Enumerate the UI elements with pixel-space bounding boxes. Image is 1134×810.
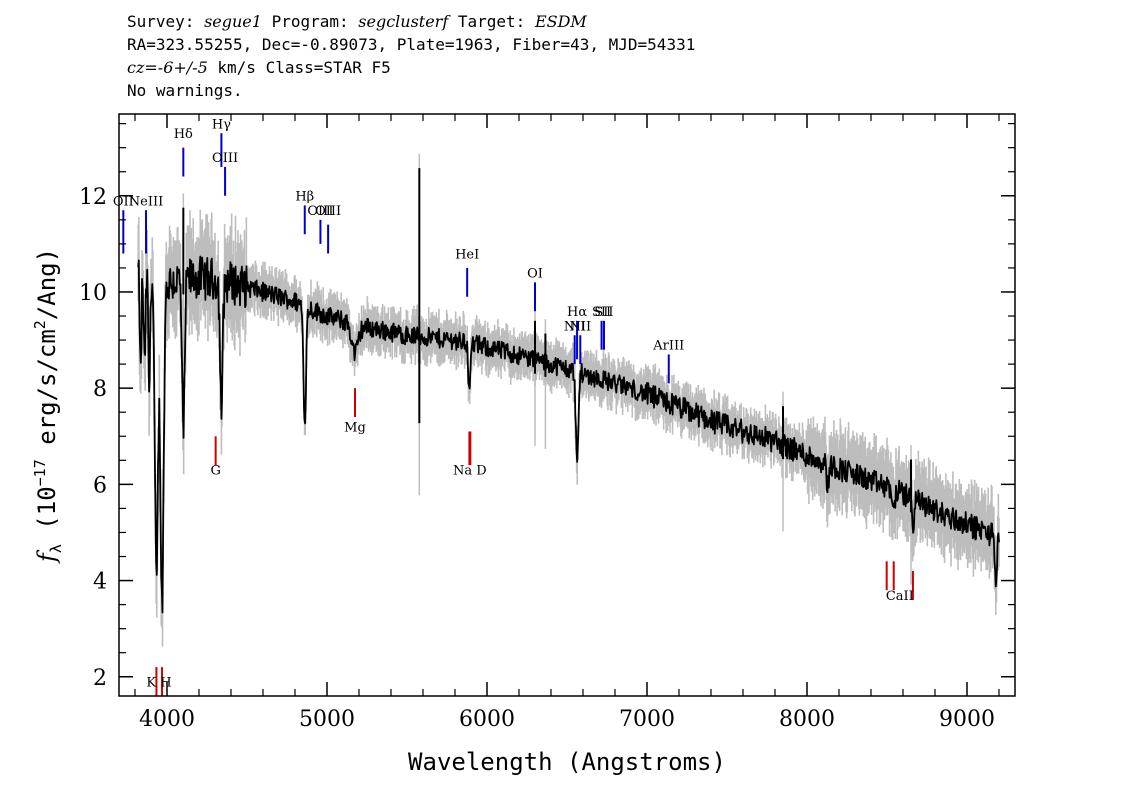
emission-line-label: OI xyxy=(527,267,543,282)
absorption-line-label: CaII xyxy=(886,589,914,604)
y-tick-label: 6 xyxy=(93,473,107,498)
emission-line-label: Hγ xyxy=(212,117,231,132)
y-tick-label: 8 xyxy=(93,377,107,402)
emission-line-label: ArIII xyxy=(652,339,684,354)
emission-line-label: NII xyxy=(569,319,591,334)
x-tick-label: 9000 xyxy=(939,707,995,732)
header-program-prefix: Program: xyxy=(261,12,359,31)
emission-line-label: NeIII xyxy=(129,194,163,209)
y-axis-label-sup1: −17 xyxy=(31,459,49,486)
spectral-line-markers: OIINeIIIHδHγOIIIHβOIIIOIIIHeIOINIIHαNIIS… xyxy=(113,117,914,696)
plot-frame xyxy=(118,113,1016,697)
y-axis-label-sup2: 2 xyxy=(31,320,49,329)
y-tick-label: 10 xyxy=(79,281,107,306)
absorption-line-label: Na D xyxy=(453,464,487,479)
emission-line-label: Hα xyxy=(567,305,587,320)
y-tick-label: 4 xyxy=(93,570,107,595)
emission-line-label: OIII xyxy=(315,204,341,219)
x-tick-label: 5000 xyxy=(299,707,355,732)
x-tick-label: 8000 xyxy=(779,707,835,732)
header-line-survey: Survey: segue1 Program: segclusterf Targ… xyxy=(127,10,695,33)
x-tick-label: 6000 xyxy=(459,707,515,732)
flux-line xyxy=(137,168,1000,614)
header-line-redshift: cz=-6+/-5 km/s Class=STAR F5 xyxy=(127,56,695,79)
y-axis-label: fλ (10−17 erg/s/cm2/Ang) xyxy=(31,248,65,564)
emission-line-label: NII xyxy=(564,319,586,334)
absorption-line-label: Mg xyxy=(344,420,366,435)
y-tick-label: 12 xyxy=(79,185,107,210)
header-line-coordinates: RA=323.55255, Dec=-0.89073, Plate=1963, … xyxy=(127,35,696,54)
header-line-warnings: No warnings. xyxy=(127,81,243,100)
program-name: segclusterf xyxy=(358,12,449,31)
y-axis-label-sub: λ xyxy=(47,544,65,553)
x-axis-label: Wavelength (Angstroms) xyxy=(408,748,726,776)
emission-line-label: Hβ xyxy=(295,190,314,205)
header-target-prefix: Target: xyxy=(448,12,535,31)
x-tick-label: 4000 xyxy=(139,707,195,732)
target-name: ESDM xyxy=(534,12,587,31)
emission-line-label: SII xyxy=(594,305,613,320)
absorption-line-label: K H xyxy=(146,675,171,690)
emission-line-label: OIII xyxy=(307,204,333,219)
y-axis-label-post: /Ang) xyxy=(33,248,61,320)
y-axis-label-mid: erg/s/cm xyxy=(33,329,61,459)
flux-polyline xyxy=(137,255,1000,614)
absorption-line-label: G xyxy=(210,464,220,479)
x-tick-label: 7000 xyxy=(619,707,675,732)
emission-line-label: HeI xyxy=(455,247,479,262)
header-survey-prefix: Survey: xyxy=(127,12,205,31)
redshift-value: cz=-6+/-5 xyxy=(127,58,208,77)
emission-line-label: OII xyxy=(113,194,134,209)
error-band xyxy=(137,153,1000,647)
emission-line-label: SII xyxy=(592,305,611,320)
y-tick-label: 2 xyxy=(93,666,107,691)
emission-line-label: Hδ xyxy=(174,127,193,142)
survey-name: segue1 xyxy=(204,12,262,31)
y-axis-label-pre: (10 xyxy=(33,486,61,544)
emission-line-label: OIII xyxy=(212,151,238,166)
plot-header: Survey: segue1 Program: segclusterf Targ… xyxy=(127,10,695,102)
axes: 4000 5000 6000 7000 8000 9000 2 4 6 8 10 12 xyxy=(79,114,1015,732)
class-text: km/s Class=STAR F5 xyxy=(207,58,391,77)
